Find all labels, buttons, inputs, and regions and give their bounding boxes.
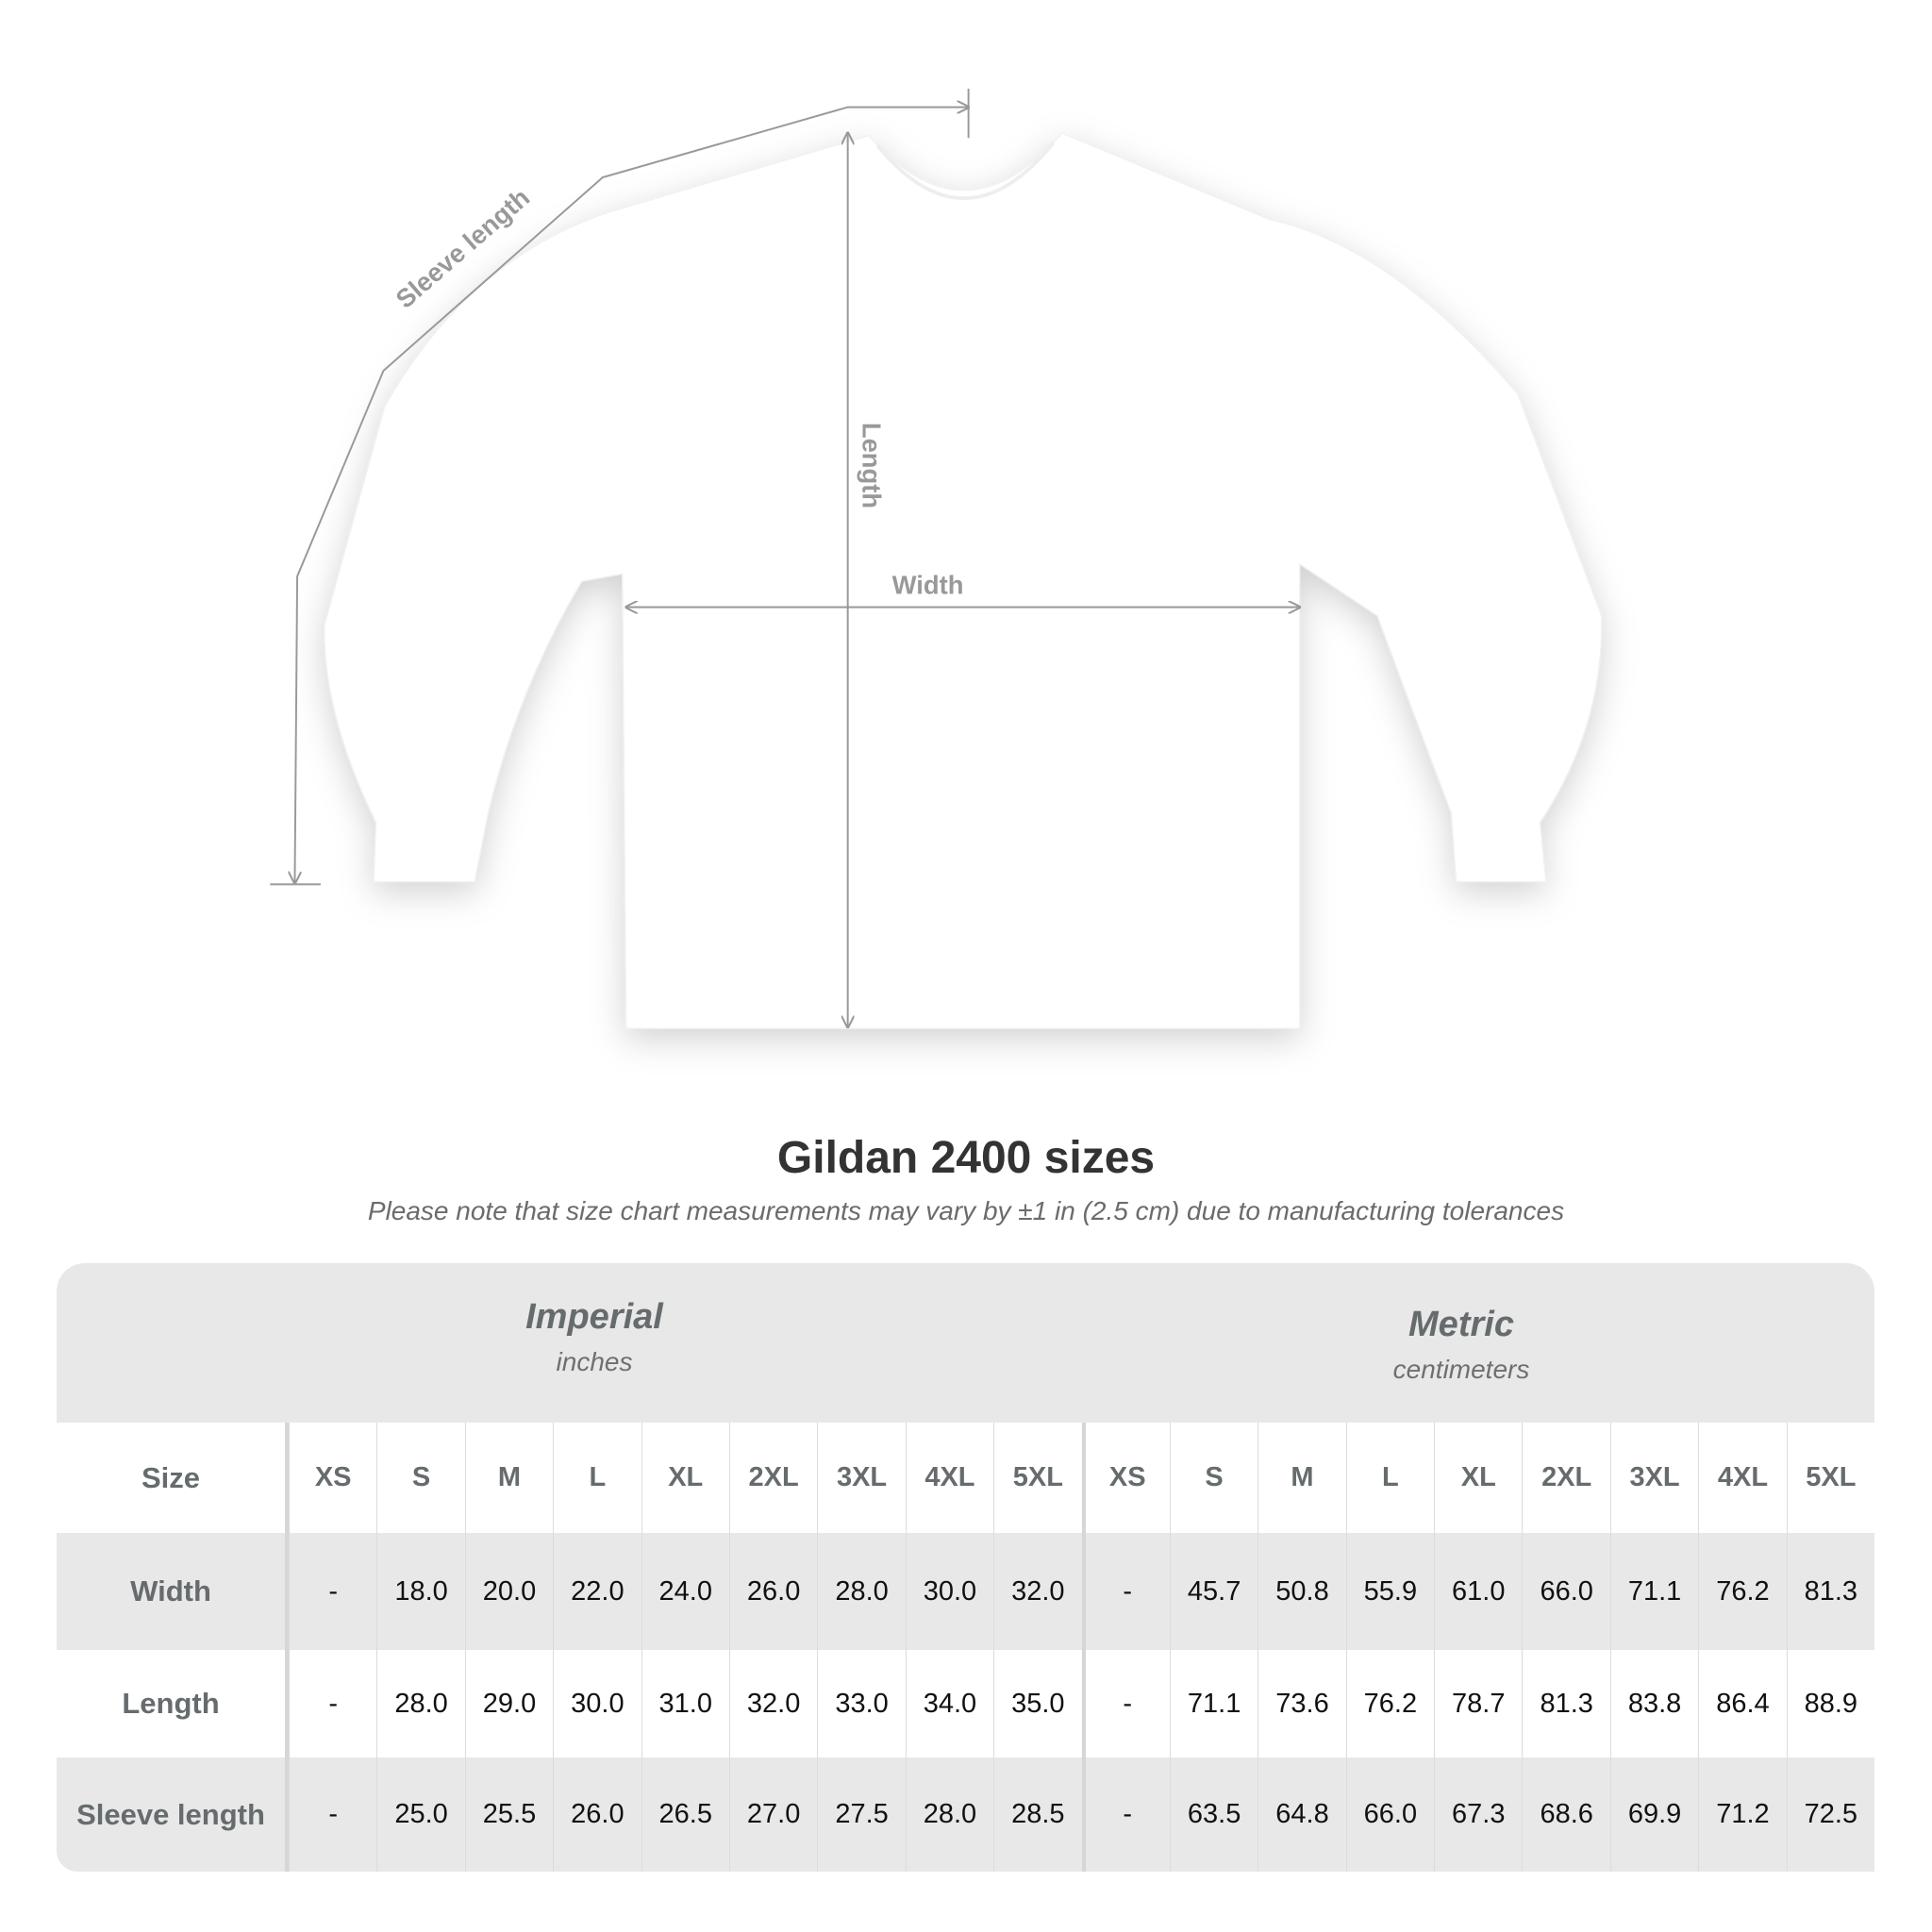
imperial-value-cell: 30.0 (905, 1533, 993, 1650)
size-header-row: Size XS S M L XL 2XL 3XL 4XL 5XL XS S M L XL 2XL 3XL 4XL 5… (57, 1423, 1874, 1533)
metric-size-xs: XS (1081, 1423, 1170, 1533)
metric-value-cell: 71.2 (1698, 1757, 1786, 1872)
metric-value-cell: 55.9 (1345, 1533, 1434, 1650)
metric-value-cell: 76.2 (1698, 1533, 1786, 1650)
metric-size-4xl: 4XL (1698, 1423, 1786, 1533)
size-label: Size (57, 1423, 289, 1533)
imperial-size-m: M (464, 1423, 553, 1533)
width-label: Width (892, 570, 964, 599)
imperial-value-cell: 24.0 (641, 1533, 729, 1650)
imperial-value-cell: 25.5 (464, 1757, 553, 1872)
imperial-value-cell: 33.0 (817, 1650, 905, 1757)
table-row: Width -18.0 20.0 22.0 24.0 26.0 28.0 30.0 32.0-4… (57, 1533, 1874, 1650)
imperial-title: Imperial (525, 1297, 663, 1337)
imperial-value-cell: 32.0 (993, 1533, 1081, 1650)
metric-value-cell: 66.0 (1522, 1533, 1609, 1650)
metric-value-cell: 78.7 (1434, 1650, 1522, 1757)
imperial-unit: inches (556, 1347, 633, 1376)
metric-size-m: M (1257, 1423, 1345, 1533)
metric-size-2xl: 2XL (1522, 1423, 1609, 1533)
metric-value-cell: - (1081, 1757, 1170, 1872)
metric-unit: centimeters (1392, 1355, 1530, 1384)
imperial-size-2xl: 2XL (728, 1423, 817, 1533)
imperial-value-cell: 22.0 (553, 1533, 641, 1650)
metric-value-cell: 50.8 (1257, 1533, 1345, 1650)
table-row: Length -28.0 29.0 30.0 31.0 32.0 33.0 34.0 35.0-… (57, 1650, 1874, 1757)
imperial-value-cell: 27.5 (817, 1757, 905, 1872)
imperial-size-5xl: 5XL (993, 1423, 1081, 1533)
metric-size-l: L (1345, 1423, 1434, 1533)
metric-value-cell: 76.2 (1345, 1650, 1434, 1757)
imperial-value-cell: 28.5 (993, 1757, 1081, 1872)
metric-size-s: S (1169, 1423, 1257, 1533)
shirt-measurement-diagram: Sleeve length Length Width (270, 89, 1603, 1029)
metric-value-cell: 68.6 (1522, 1757, 1609, 1872)
metric-value-cell: 83.8 (1609, 1650, 1698, 1757)
metric-value-cell: 72.5 (1786, 1757, 1874, 1872)
metric-value-cell: 64.8 (1257, 1757, 1345, 1872)
metric-title: Metric (1408, 1305, 1514, 1344)
metric-size-3xl: 3XL (1609, 1423, 1698, 1533)
imperial-value-cell: 31.0 (641, 1650, 729, 1757)
metric-value-cell: - (1081, 1650, 1170, 1757)
metric-value-cell: 86.4 (1698, 1650, 1786, 1757)
metric-value-cell: 81.3 (1522, 1650, 1609, 1757)
imperial-value-cell: 30.0 (553, 1650, 641, 1757)
imperial-header: Imperial inches (217, 1297, 972, 1377)
imperial-size-s: S (376, 1423, 464, 1533)
metric-header: Metric centimeters (1084, 1305, 1839, 1385)
metric-value-cell: 71.1 (1169, 1650, 1257, 1757)
imperial-size-l: L (553, 1423, 641, 1533)
row-label: Length (57, 1650, 289, 1757)
imperial-value-cell: 20.0 (464, 1533, 553, 1650)
row-label: Width (57, 1533, 289, 1650)
row-label: Sleeve length (57, 1757, 289, 1872)
imperial-value-cell: 32.0 (728, 1650, 817, 1757)
imperial-value-cell: - (289, 1757, 376, 1872)
imperial-value-cell: - (289, 1650, 376, 1757)
length-label: Length (857, 423, 886, 508)
metric-value-cell: 45.7 (1169, 1533, 1257, 1650)
metric-value-cell: 63.5 (1169, 1757, 1257, 1872)
metric-value-cell: 67.3 (1434, 1757, 1522, 1872)
imperial-size-3xl: 3XL (817, 1423, 905, 1533)
imperial-value-cell: - (289, 1533, 376, 1650)
metric-value-cell: 61.0 (1434, 1533, 1522, 1650)
imperial-value-cell: 34.0 (905, 1650, 993, 1757)
imperial-value-cell: 27.0 (728, 1757, 817, 1872)
imperial-size-xl: XL (641, 1423, 729, 1533)
size-table: Imperial inches Metric centimeters Size X… (57, 1263, 1874, 1872)
table-row: Sleeve length -25.0 25.5 26.0 26.5 27.0 27.5 28… (57, 1757, 1874, 1872)
imperial-size-4xl: 4XL (905, 1423, 993, 1533)
imperial-value-cell: 28.0 (376, 1650, 464, 1757)
metric-size-5xl: 5XL (1786, 1423, 1874, 1533)
metric-value-cell: 69.9 (1609, 1757, 1698, 1872)
imperial-value-cell: 35.0 (993, 1650, 1081, 1757)
page-title: Gildan 2400 sizes (776, 1133, 1156, 1183)
metric-value-cell: 88.9 (1786, 1650, 1874, 1757)
units-header: Imperial inches Metric centimeters (57, 1263, 1874, 1423)
metric-value-cell: 66.0 (1345, 1757, 1434, 1872)
imperial-value-cell: 28.0 (817, 1533, 905, 1650)
imperial-value-cell: 26.5 (641, 1757, 729, 1872)
metric-value-cell: - (1081, 1533, 1170, 1650)
imperial-value-cell: 25.0 (376, 1757, 464, 1872)
imperial-value-cell: 28.0 (905, 1757, 993, 1872)
metric-value-cell: 81.3 (1786, 1533, 1874, 1650)
imperial-value-cell: 18.0 (376, 1533, 464, 1650)
metric-value-cell: 73.6 (1257, 1650, 1345, 1757)
imperial-size-xs: XS (289, 1423, 376, 1533)
imperial-value-cell: 29.0 (464, 1650, 553, 1757)
metric-value-cell: 71.1 (1609, 1533, 1698, 1650)
imperial-value-cell: 26.0 (728, 1533, 817, 1650)
imperial-value-cell: 26.0 (553, 1757, 641, 1872)
metric-size-xl: XL (1434, 1423, 1522, 1533)
tolerance-note: Please note that size chart measurements… (367, 1196, 1565, 1225)
sleeve-length-line (294, 108, 968, 884)
